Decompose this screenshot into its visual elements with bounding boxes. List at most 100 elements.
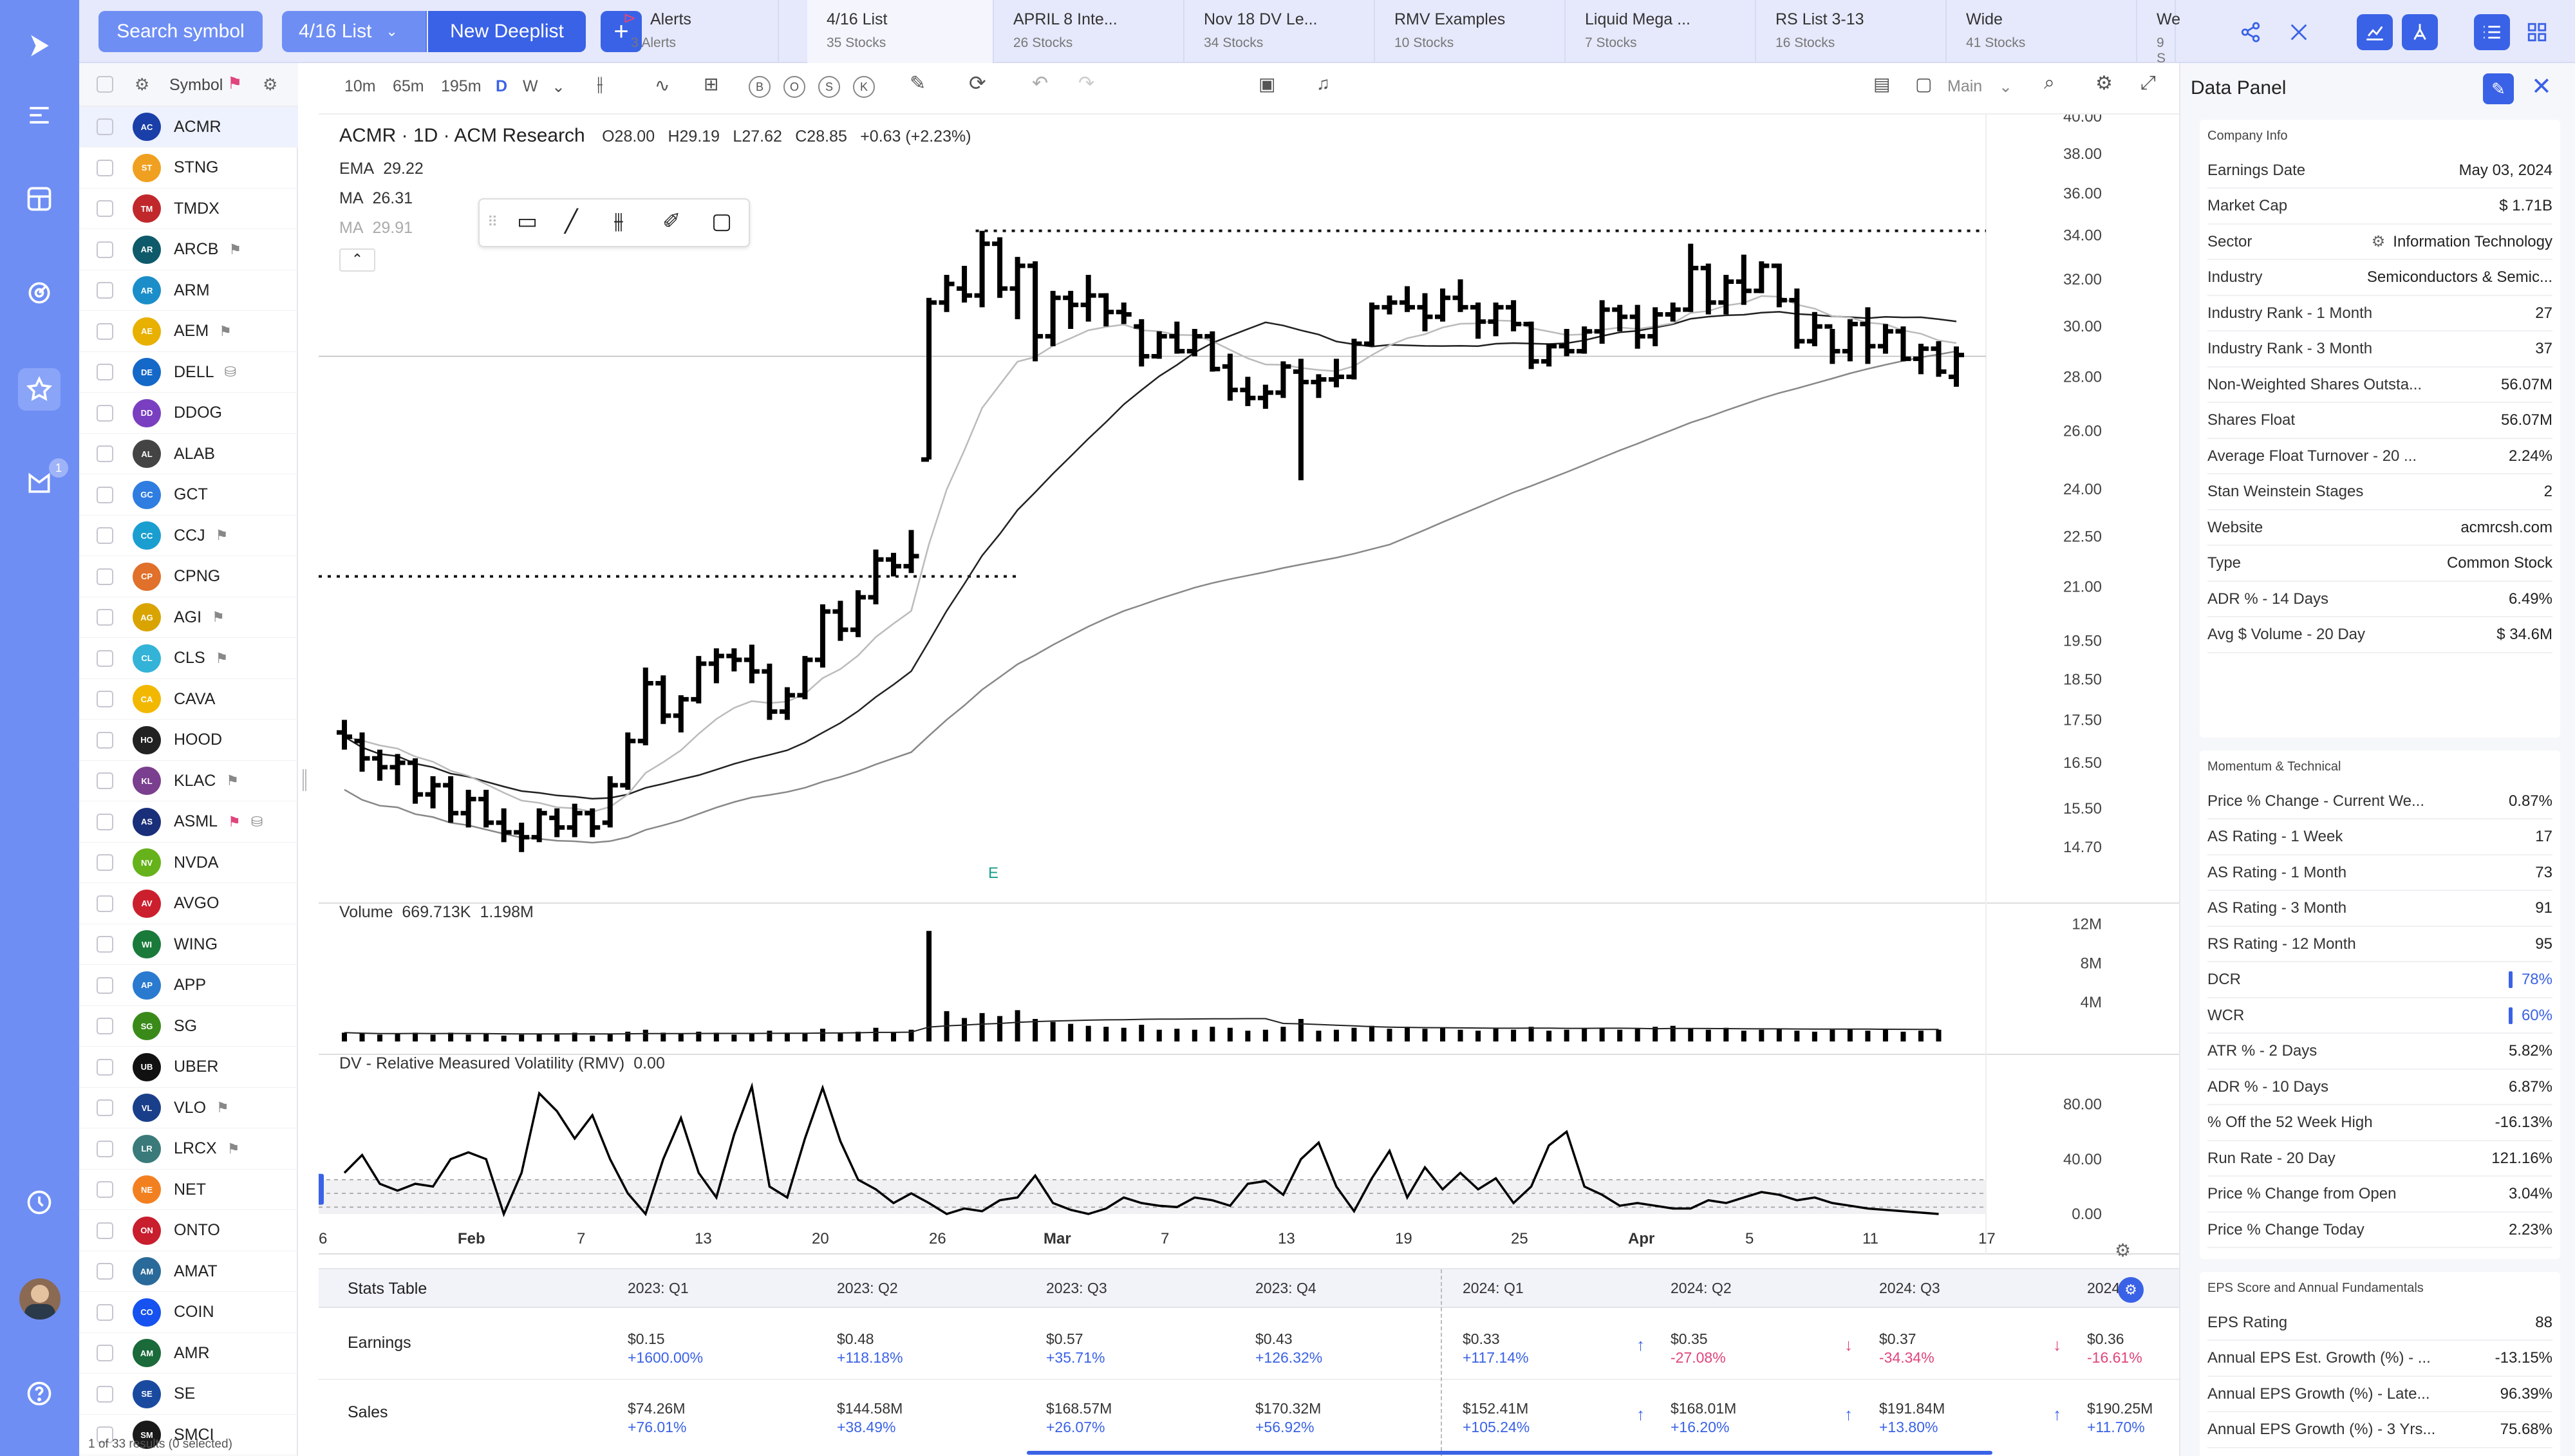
flag-icon[interactable]: ⚑	[215, 649, 229, 666]
row-checkbox[interactable]	[97, 1058, 113, 1076]
layout-panel-icon[interactable]: ▤	[1873, 74, 1891, 94]
fullscreen-icon[interactable]: ⤢	[2140, 72, 2156, 93]
calendar-icon[interactable]: ▣	[1259, 74, 1276, 94]
flag-icon[interactable]: ⛁	[224, 364, 236, 380]
rectangle-icon[interactable]: ▢	[711, 209, 733, 234]
flag-icon[interactable]: ⚑	[216, 1099, 229, 1115]
grid-view-icon[interactable]	[2519, 14, 2555, 50]
horizontal-scrollbar[interactable]	[1027, 1451, 1992, 1455]
symbol-row[interactable]: DE DELL ⛁	[79, 352, 298, 393]
drag-handle-icon[interactable]: ⠿	[487, 214, 498, 230]
symbol-row[interactable]: WI WING	[79, 924, 298, 965]
symbol-row[interactable]: AP APP	[79, 966, 298, 1006]
symbol-row[interactable]: AL ALAB	[79, 434, 298, 474]
mode-s-button[interactable]: S	[818, 76, 840, 98]
symbol-row[interactable]: AV AVGO	[79, 884, 298, 924]
list-view-icon[interactable]	[2474, 14, 2510, 50]
select-all-checkbox[interactable]	[97, 76, 113, 93]
help-icon[interactable]	[18, 1372, 61, 1415]
symbol-row[interactable]: CP CPNG	[79, 557, 298, 597]
symbol-row[interactable]: TM TMDX	[79, 189, 298, 229]
row-checkbox[interactable]	[97, 1222, 113, 1239]
symbol-row[interactable]: CO COIN	[79, 1293, 298, 1333]
row-checkbox[interactable]	[97, 813, 113, 830]
symbol-row[interactable]: HO HOOD	[79, 720, 298, 761]
symbol-row[interactable]: KL KLAC ⚑	[79, 761, 298, 801]
row-checkbox[interactable]	[97, 118, 113, 135]
symbol-column-header[interactable]: Symbol	[169, 76, 223, 94]
row-checkbox[interactable]	[97, 568, 113, 585]
symbol-row[interactable]: AE AEM ⚑	[79, 312, 298, 352]
row-checkbox[interactable]	[97, 527, 113, 544]
close-icon[interactable]: ✕	[2531, 73, 2552, 100]
row-checkbox[interactable]	[97, 282, 113, 299]
alerts-icon[interactable]	[18, 462, 61, 505]
comment-icon[interactable]: ▭	[517, 209, 538, 234]
bell-icon[interactable]: ♫	[1316, 73, 1330, 93]
flag-icon[interactable]: ⚑	[212, 609, 225, 625]
interval-weekly[interactable]: W	[523, 77, 538, 95]
interval-10m[interactable]: 10m	[344, 77, 376, 95]
share-icon[interactable]	[2233, 14, 2269, 50]
row-checkbox[interactable]	[97, 609, 113, 626]
collapse-legend-icon[interactable]: ⌃	[339, 248, 375, 272]
row-checkbox[interactable]	[97, 159, 113, 176]
row-checkbox[interactable]	[97, 731, 113, 749]
row-checkbox[interactable]	[97, 1385, 113, 1403]
tab-list-3[interactable]: Nov 18 DV Le... 34 Stocks	[1184, 0, 1375, 63]
symbol-row[interactable]: VL VLO ⚑	[79, 1088, 298, 1128]
row-checkbox[interactable]	[97, 1140, 113, 1157]
trendline-icon[interactable]: ╱	[565, 209, 578, 234]
layout-icon[interactable]	[18, 178, 61, 220]
crosshair-icon[interactable]: ⫵	[613, 209, 624, 233]
symbol-row[interactable]: AM AMAT	[79, 1251, 298, 1292]
symbol-row[interactable]: SM SMCI	[79, 1415, 298, 1455]
mode-o-button[interactable]: O	[783, 76, 805, 98]
signal-icon[interactable]	[2402, 14, 2438, 50]
tab-list-0[interactable]: ⊳ Alerts 3 Alerts	[612, 0, 779, 63]
row-checkbox[interactable]	[97, 486, 113, 503]
tab-list-6[interactable]: RS List 3-13 16 Stocks	[1756, 0, 1947, 63]
symbol-row[interactable]: AG AGI ⚑	[79, 597, 298, 638]
symbol-row[interactable]: GC GCT	[79, 475, 298, 516]
mode-k-button[interactable]: K	[853, 76, 875, 98]
row-checkbox[interactable]	[97, 1345, 113, 1361]
row-checkbox[interactable]	[97, 1426, 113, 1443]
symbol-row[interactable]: AS ASML ⚑ ⛁	[79, 802, 298, 843]
row-checkbox[interactable]	[97, 691, 113, 707]
refresh-icon[interactable]: ⟳	[969, 71, 986, 95]
column-settings-icon[interactable]: ⚙	[263, 75, 278, 94]
symbol-row[interactable]: AR ARM	[79, 270, 298, 311]
row-checkbox[interactable]	[97, 854, 113, 871]
interval-daily[interactable]: D	[496, 77, 508, 95]
row-checkbox[interactable]	[97, 649, 113, 667]
mode-b-button[interactable]: B	[749, 76, 771, 98]
tab-list-8[interactable]: We 9 S	[2137, 0, 2180, 66]
row-checkbox[interactable]	[97, 1303, 113, 1321]
bar-type-icon[interactable]: ⫲	[597, 73, 603, 95]
row-checkbox[interactable]	[97, 1018, 113, 1034]
layout-dropdown-icon[interactable]: ⌄	[1999, 78, 2012, 96]
flag-icon[interactable]: ⚑	[228, 813, 241, 830]
brush-icon[interactable]: ✐	[662, 209, 681, 234]
row-checkbox[interactable]	[97, 1263, 113, 1280]
flag-icon[interactable]: ⚑	[215, 527, 229, 543]
tab-list-1[interactable]: 4/16 List 35 Stocks	[807, 0, 994, 63]
row-checkbox[interactable]	[97, 976, 113, 994]
symbol-row[interactable]: SE SE	[79, 1374, 298, 1415]
row-checkbox[interactable]	[97, 404, 113, 422]
row-checkbox[interactable]	[97, 1099, 113, 1116]
row-checkbox[interactable]	[97, 241, 113, 258]
folder-icon[interactable]: ▢	[1915, 74, 1933, 94]
symbol-row[interactable]: CC CCJ ⚑	[79, 516, 298, 556]
search-symbol-button[interactable]: Search symbol	[98, 11, 263, 52]
symbol-row[interactable]: NV NVDA	[79, 843, 298, 883]
row-checkbox[interactable]	[97, 445, 113, 462]
redo-icon[interactable]: ↷	[1078, 73, 1095, 94]
flag-filter-icon[interactable]: ⚑	[227, 73, 243, 93]
star-icon[interactable]	[18, 368, 61, 411]
list-selector[interactable]: 4/16 List ⌄	[282, 11, 427, 52]
symbol-row[interactable]: ON ONTO	[79, 1211, 298, 1251]
interval-dropdown-icon[interactable]: ⌄	[552, 78, 565, 96]
logo-icon[interactable]	[18, 24, 61, 67]
